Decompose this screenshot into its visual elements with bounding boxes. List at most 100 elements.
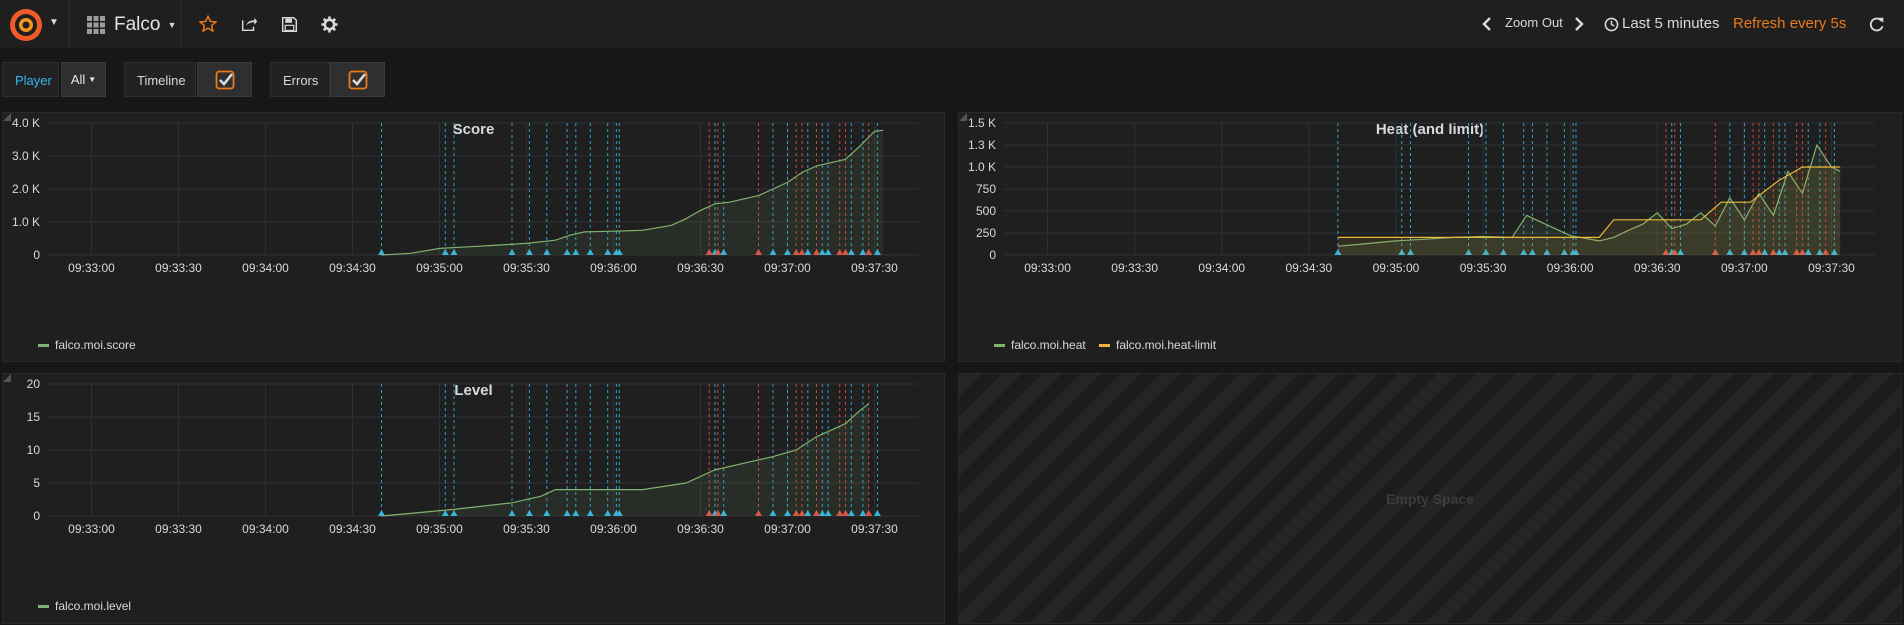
annotation-marker-blue[interactable]: [1775, 249, 1783, 255]
annotation-marker-red[interactable]: [836, 510, 844, 516]
annotation-marker-blue[interactable]: [1560, 249, 1568, 255]
annotation-marker-red[interactable]: [1793, 249, 1801, 255]
annotation-marker-blue[interactable]: [720, 249, 728, 255]
time-shift-back-button[interactable]: [1476, 13, 1498, 35]
annotation-marker-blue[interactable]: [847, 510, 855, 516]
annotation-marker-blue[interactable]: [769, 510, 777, 516]
score-panel[interactable]: Score 0 1.0 K 2.0 K 3.0 K 4.0 K 09:33:00 09:33…: [2, 112, 945, 362]
grafana-menu-button[interactable]: ▼: [0, 0, 70, 49]
annotation-marker-blue[interactable]: [525, 510, 533, 516]
share-dashboard-button[interactable]: [238, 13, 260, 35]
annotation-marker-blue[interactable]: [1781, 249, 1789, 255]
annotation-marker-blue[interactable]: [1528, 249, 1536, 255]
annotation-marker-blue[interactable]: [1465, 249, 1473, 255]
annotation-marker-blue[interactable]: [847, 249, 855, 255]
annotation-marker-blue[interactable]: [378, 249, 385, 255]
annotation-marker-blue[interactable]: [873, 249, 881, 255]
annotation-marker-blue[interactable]: [1804, 249, 1812, 255]
legend-item[interactable]: falco.moi.score: [38, 338, 136, 352]
annotation-marker-red[interactable]: [836, 249, 844, 255]
annotation-marker-blue[interactable]: [818, 510, 826, 516]
annotation-marker-blue[interactable]: [563, 249, 571, 255]
annotation-marker-red[interactable]: [1662, 249, 1670, 255]
annotation-marker-blue[interactable]: [615, 249, 623, 255]
annotation-marker-blue[interactable]: [1761, 249, 1769, 255]
annotation-marker-red[interactable]: [798, 510, 806, 516]
resize-handle-icon[interactable]: [959, 113, 967, 121]
annotation-marker-blue[interactable]: [572, 510, 580, 516]
annotation-marker-blue[interactable]: [1334, 249, 1342, 255]
annotation-marker-blue[interactable]: [508, 249, 516, 255]
annotation-marker-blue[interactable]: [563, 510, 571, 516]
annotation-marker-red[interactable]: [865, 249, 873, 255]
annotation-marker-blue[interactable]: [859, 249, 867, 255]
annotation-marker-blue[interactable]: [818, 249, 826, 255]
variable-player-dropdown[interactable]: All ▼: [61, 62, 106, 97]
annotation-marker-blue[interactable]: [784, 249, 791, 255]
annotation-marker-red[interactable]: [865, 510, 873, 516]
annotation-marker-blue[interactable]: [769, 249, 777, 255]
annotation-marker-blue[interactable]: [450, 249, 458, 255]
save-dashboard-button[interactable]: [278, 13, 300, 35]
annotation-marker-red[interactable]: [705, 249, 713, 255]
annotation-marker-red[interactable]: [1822, 249, 1830, 255]
annotation-marker-red[interactable]: [813, 510, 820, 516]
annotation-marker-blue[interactable]: [1816, 249, 1824, 255]
annotation-marker-blue[interactable]: [859, 510, 867, 516]
annotation-marker-blue[interactable]: [1499, 249, 1507, 255]
annotation-marker-blue[interactable]: [804, 510, 812, 516]
annotation-marker-blue[interactable]: [1726, 249, 1734, 255]
annotation-marker-red[interactable]: [813, 249, 820, 255]
annotation-marker-blue[interactable]: [784, 510, 791, 516]
refresh-interval-picker[interactable]: Refresh every 5s: [1733, 15, 1847, 32]
annotation-marker-blue[interactable]: [1572, 249, 1580, 255]
dashboard-settings-button[interactable]: [318, 13, 340, 35]
annotation-marker-red[interactable]: [1749, 249, 1757, 255]
legend-item[interactable]: falco.moi.heat-limit: [1099, 338, 1216, 352]
annotation-marker-blue[interactable]: [1676, 249, 1684, 255]
time-range-picker[interactable]: Last 5 minutes: [1622, 15, 1720, 32]
legend-item[interactable]: falco.moi.level: [38, 599, 131, 613]
variable-timeline-checkbox[interactable]: [197, 62, 252, 97]
annotation-marker-blue[interactable]: [1740, 249, 1748, 255]
annotation-marker-red[interactable]: [842, 510, 849, 516]
time-shift-forward-button[interactable]: [1568, 13, 1590, 35]
annotation-marker-blue[interactable]: [804, 249, 812, 255]
annotation-marker-blue[interactable]: [1520, 249, 1528, 255]
annotation-marker-blue[interactable]: [543, 249, 551, 255]
annotation-marker-red[interactable]: [1711, 249, 1719, 255]
annotation-marker-red[interactable]: [1755, 249, 1763, 255]
resize-handle-icon[interactable]: [3, 374, 11, 382]
annotation-marker-red[interactable]: [705, 510, 713, 516]
variable-errors-checkbox[interactable]: [330, 62, 385, 97]
star-dashboard-button[interactable]: [197, 13, 219, 35]
annotation-marker-blue[interactable]: [824, 510, 832, 516]
legend-item[interactable]: falco.moi.heat: [994, 338, 1086, 352]
zoom-out-button[interactable]: Zoom Out: [1505, 15, 1563, 30]
annotation-marker-blue[interactable]: [525, 249, 533, 255]
level-panel[interactable]: Level 0 5 10 15 20 09:33:00 09:33:30 09:34:00 09…: [2, 373, 945, 624]
annotation-marker-blue[interactable]: [604, 510, 612, 516]
annotation-marker-blue[interactable]: [1398, 249, 1406, 255]
annotation-marker-blue[interactable]: [441, 510, 449, 516]
annotation-marker-blue[interactable]: [378, 510, 385, 516]
annotation-marker-blue[interactable]: [586, 249, 594, 255]
refresh-dashboard-button[interactable]: [1865, 13, 1887, 35]
annotation-marker-blue[interactable]: [508, 510, 516, 516]
annotation-marker-blue[interactable]: [873, 510, 881, 516]
annotation-marker-blue[interactable]: [1406, 249, 1414, 255]
annotation-marker-red[interactable]: [842, 249, 849, 255]
annotation-marker-blue[interactable]: [1543, 249, 1551, 255]
annotation-marker-red[interactable]: [714, 510, 722, 516]
annotation-marker-blue[interactable]: [604, 249, 612, 255]
dashboard-title-dropdown[interactable]: Falco ▼: [71, 0, 181, 49]
annotation-marker-blue[interactable]: [824, 249, 832, 255]
annotation-marker-blue[interactable]: [1830, 249, 1838, 255]
annotation-marker-red[interactable]: [755, 510, 762, 516]
annotation-marker-red[interactable]: [1769, 249, 1777, 255]
annotation-marker-red[interactable]: [1798, 249, 1806, 255]
time-picker-clock[interactable]: [1600, 13, 1622, 35]
annotation-marker-blue[interactable]: [586, 510, 594, 516]
annotation-marker-red[interactable]: [1671, 249, 1679, 255]
annotation-marker-blue[interactable]: [1482, 249, 1490, 255]
